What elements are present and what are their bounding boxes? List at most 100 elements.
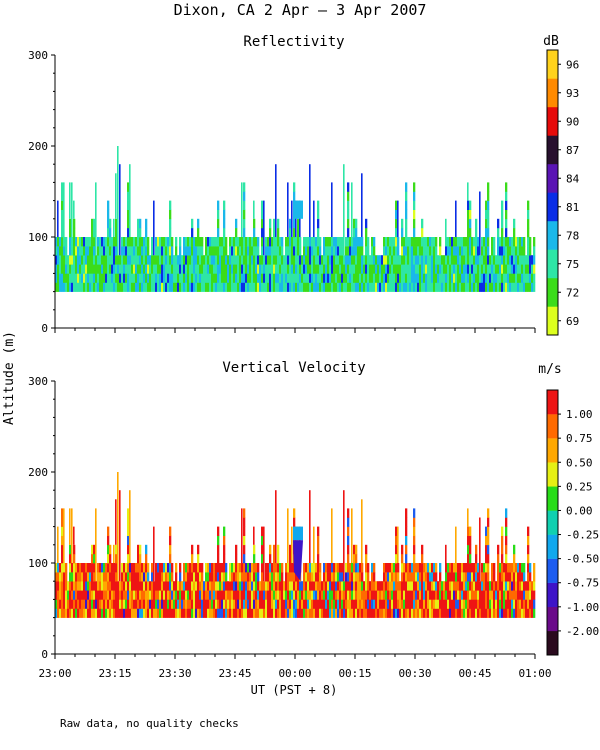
echo-cell [465,563,468,573]
echo-cell [505,581,508,591]
echo-cell [299,581,302,591]
echo-cell [521,237,524,247]
echo-cell [243,535,246,546]
echo-cell [251,264,254,274]
echo-cell [421,282,424,292]
echo-cell [225,599,228,609]
echo-cell [349,264,352,274]
echo-cell [465,608,468,618]
echo-cell [83,599,86,609]
echo-cell [385,264,388,274]
echo-cell [205,590,208,600]
echo-cell [119,273,122,283]
echo-cell [233,237,236,247]
echo-cell [67,255,70,265]
echo-cell [275,563,278,573]
echo-cell [435,282,438,292]
echo-cell [87,563,90,573]
echo-cell [113,563,116,573]
echo-cell [481,581,484,591]
echo-cell [437,590,440,600]
echo-cell [87,581,90,591]
echo-cell [339,246,342,256]
echo-cell [221,237,224,247]
echo-cell [459,590,462,600]
echo-cell [215,237,218,247]
echo-cell [283,264,286,274]
echo-cell [505,237,508,247]
echo-cell [487,218,490,229]
echo-spike [241,182,243,237]
echo-cell [219,590,222,600]
echo-cell [459,599,462,609]
echo-cell [165,264,168,274]
echo-cell [253,608,256,618]
echo-cell [133,608,136,618]
echo-cell [477,282,480,292]
echo-cell [253,218,256,229]
echo-cell [199,608,202,618]
echo-cell [469,608,472,618]
echo-cell [211,255,214,265]
echo-cell [497,544,500,555]
echo-cell [109,590,112,600]
echo-cell [471,572,474,582]
echo-cell [227,255,230,265]
echo-cell [89,264,92,274]
echo-spike [479,517,481,582]
echo-cell [203,599,206,609]
echo-cell [401,581,404,591]
echo-cell [261,273,264,283]
echo-cell [199,246,202,256]
echo-cell [85,599,88,609]
echo-cell [59,273,62,283]
echo-cell [67,273,70,283]
echo-cell [351,246,354,256]
echo-cell [411,590,414,600]
echo-cell [141,237,144,247]
echo-cell [431,590,434,600]
echo-cell [171,581,174,591]
echo-cell [103,581,106,591]
colorbar-segment [547,78,558,108]
echo-cell [523,246,526,256]
echo-cell [501,553,504,564]
echo-cell [235,581,238,591]
echo-cell [351,255,354,265]
echo-cell [85,273,88,283]
echo-cell [71,273,74,283]
echo-cell [409,273,412,283]
echo-cell [127,218,130,229]
echo-cell [287,264,290,274]
echo-cell [177,599,180,609]
echo-cell [305,237,308,247]
echo-cell [197,227,200,238]
echo-cell [287,282,290,292]
echo-cell [353,608,356,618]
echo-cell [307,590,310,600]
echo-cell [349,563,352,573]
echo-cell [441,264,444,274]
echo-cell [111,237,114,247]
echo-cell [139,544,142,555]
echo-cell [509,572,512,582]
echo-cell [261,581,264,591]
echo-cell [241,237,244,247]
echo-cell [237,237,240,247]
echo-cell [459,246,462,256]
echo-cell [127,227,130,238]
echo-cell [151,255,154,265]
echo-cell [129,264,132,274]
echo-cell [363,581,366,591]
echo-cell [435,246,438,256]
echo-cell [347,227,350,238]
echo-cell [455,599,458,609]
echo-cell [357,273,360,283]
echo-cell [119,282,122,292]
echo-cell [325,273,328,283]
echo-cell [317,535,320,546]
echo-cell [345,246,348,256]
echo-cell [173,255,176,265]
echo-cell [137,273,140,283]
echo-cell [109,581,112,591]
